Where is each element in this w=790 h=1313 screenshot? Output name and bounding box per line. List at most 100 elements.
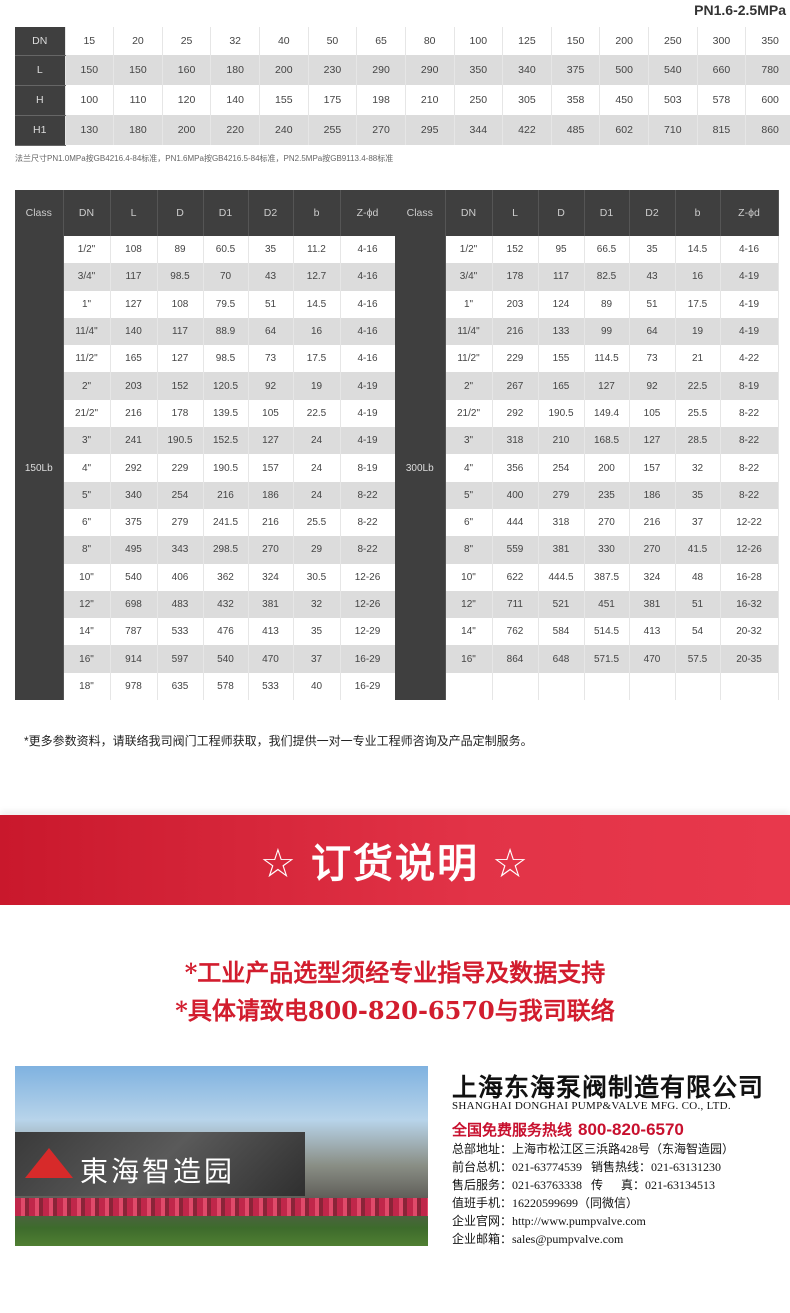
table-cell: 200 xyxy=(599,27,649,55)
table-cell: 4-16 xyxy=(340,345,396,373)
table-cell: 16-28 xyxy=(720,563,779,591)
table-cell: 20 xyxy=(113,27,163,55)
table-cell: 139.5 xyxy=(203,399,249,428)
table-cell: 4-16 xyxy=(720,236,779,264)
table-cell: 35 xyxy=(629,236,676,264)
table-row: H1 130 180 200 220 240 255 270 295 344 422 485 602 71… xyxy=(15,115,790,146)
table-cell: 533 xyxy=(157,618,204,646)
table-cell: 270 xyxy=(248,536,294,564)
table-cell: 54 xyxy=(675,618,721,646)
table-cell: 127 xyxy=(157,345,204,373)
table-cell: 578 xyxy=(697,85,747,115)
flange-standard-note: 法兰尺寸PN1.0MPa按GB4216.4-84标准，PN1.6MPa按GB42… xyxy=(15,154,394,163)
table-cell: 710 xyxy=(648,115,698,145)
park-sign-text: 東海智造园 xyxy=(80,1155,236,1188)
table-cell: 210 xyxy=(405,85,455,115)
table-cell: 340 xyxy=(502,55,552,85)
table-cell: 358 xyxy=(551,85,601,115)
table-cell: 160 xyxy=(162,55,212,85)
table-cell: 450 xyxy=(599,85,649,115)
table-cell: 16-29 xyxy=(340,645,396,673)
table-cell: 8-22 xyxy=(340,536,396,564)
table-cell: 125 xyxy=(502,27,552,55)
table-row xyxy=(395,672,779,701)
table-cell: 4-16 xyxy=(340,263,396,291)
column-header: D xyxy=(157,190,204,236)
table-cell: 21/2" xyxy=(63,399,111,428)
table-cell: 318 xyxy=(538,508,585,537)
flower-bed xyxy=(15,1198,428,1216)
table-cell: 324 xyxy=(248,563,294,591)
table-cell: 64 xyxy=(248,317,294,346)
table-cell: 2" xyxy=(445,372,493,400)
column-header: L xyxy=(492,190,539,236)
table-cell: 711 xyxy=(492,590,539,619)
row-header: DN xyxy=(15,27,66,56)
table-row: 14" 762 584 514.5 413 54 20-32 xyxy=(395,618,779,646)
table-cell: 21 xyxy=(675,345,721,373)
table-cell: 35 xyxy=(248,236,294,264)
table-cell: 180 xyxy=(113,115,163,145)
column-header: Class xyxy=(15,190,64,236)
table-cell: 66.5 xyxy=(584,236,630,264)
table-cell: 279 xyxy=(538,481,585,509)
table-cell xyxy=(720,672,779,701)
table-cell: 19 xyxy=(293,372,341,400)
table-row: 16" 914 597 540 470 37 16-29 xyxy=(15,645,396,673)
table-cell: 98.5 xyxy=(157,263,204,291)
table-cell: 124 xyxy=(538,290,585,318)
table-cell: 11/4" xyxy=(63,317,111,346)
table-cell: 648 xyxy=(538,645,585,673)
table-cell: 22.5 xyxy=(675,372,721,400)
table-cell: 14" xyxy=(445,618,493,646)
table-cell: 241 xyxy=(110,427,158,455)
table-cell: 98.5 xyxy=(203,345,249,373)
table-cell: 3" xyxy=(63,427,111,455)
table-cell: 343 xyxy=(157,536,204,564)
table-cell: 16" xyxy=(445,645,493,673)
table-row: 6" 375 279 241.5 216 25.5 8-22 xyxy=(15,508,396,537)
table-cell: 216 xyxy=(203,481,249,509)
table-cell: 451 xyxy=(584,590,630,619)
table-row: 4" 292 229 190.5 157 24 8-19 xyxy=(15,454,396,482)
table-cell: 17.5 xyxy=(293,345,341,373)
table-cell: 4-16 xyxy=(340,236,396,264)
column-header: L xyxy=(110,190,158,236)
table-cell: 64 xyxy=(629,317,676,346)
table-cell: 1/2" xyxy=(445,236,493,264)
table-cell: 267 xyxy=(492,372,539,400)
table-cell: 571.5 xyxy=(584,645,630,673)
table-cell: 787 xyxy=(110,618,158,646)
table-cell: 32 xyxy=(293,590,341,619)
table-cell: 165 xyxy=(538,372,585,400)
table-cell: 4-22 xyxy=(720,345,779,373)
table-cell: 43 xyxy=(248,263,294,291)
table-cell: 15 xyxy=(65,27,115,55)
table-cell: 344 xyxy=(454,115,504,145)
table-cell: 533 xyxy=(248,672,294,701)
table-cell: 133 xyxy=(538,317,585,346)
table-cell: 29 xyxy=(293,536,341,564)
table-cell: 8" xyxy=(445,536,493,564)
table-cell: 270 xyxy=(629,536,676,564)
table-cell: 16" xyxy=(63,645,111,673)
table-cell: 41.5 xyxy=(675,536,721,564)
info-phone-service: 售后服务：021-63763338 传 真：021-63134513 xyxy=(452,1178,715,1192)
table-cell: 25.5 xyxy=(675,399,721,428)
table-cell: 432 xyxy=(203,590,249,619)
table-cell: 89 xyxy=(584,290,630,318)
table-cell: 14.5 xyxy=(293,290,341,318)
table-cell: 6" xyxy=(445,508,493,537)
table-cell xyxy=(538,672,585,701)
table-cell: 150 xyxy=(65,55,115,85)
table-row: 2" 267 165 127 92 22.5 8-19 xyxy=(395,372,779,400)
table-cell: 216 xyxy=(492,317,539,346)
table-row: 3" 241 190.5 152.5 127 24 4-19 xyxy=(15,427,396,455)
table-cell: 127 xyxy=(629,427,676,455)
column-header: b xyxy=(293,190,341,236)
table-cell: 89 xyxy=(157,236,204,264)
table-cell: 476 xyxy=(203,618,249,646)
table-row: 18" 978 635 578 533 40 16-29 xyxy=(15,672,396,701)
table-cell: 216 xyxy=(248,508,294,537)
table-cell: 4" xyxy=(63,454,111,482)
